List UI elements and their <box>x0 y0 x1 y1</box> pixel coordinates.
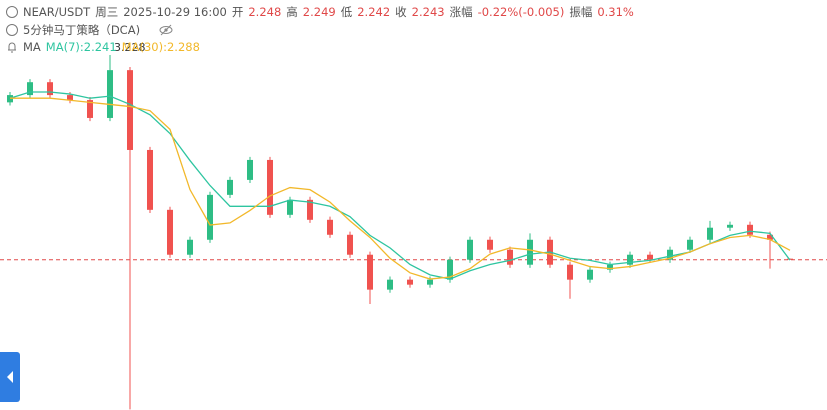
candle-body <box>407 279 413 285</box>
candle-body <box>487 239 493 250</box>
legend-value: 2.241 <box>83 40 117 54</box>
bell-icon[interactable] <box>6 41 18 53</box>
candle-body <box>727 224 733 228</box>
indicator-row: MA MA(7):2.241 MA(30):2.288 <box>6 40 200 54</box>
high-value: 2.249 <box>302 5 336 19</box>
candle-body <box>627 254 633 265</box>
high-annotation: 3.228 <box>114 41 146 54</box>
candle-body <box>667 249 673 260</box>
candle-body <box>447 259 453 280</box>
strategy-name[interactable]: 5分钟马丁策略（DCA) <box>23 23 141 37</box>
legend-name: MA(30): <box>121 40 167 54</box>
candle-body <box>427 279 433 285</box>
hide-icon[interactable] <box>159 24 173 36</box>
candle-body <box>687 239 693 250</box>
candle-body <box>327 219 333 235</box>
candle-body <box>527 239 533 265</box>
candle-body <box>367 254 373 290</box>
candle-body <box>127 70 133 150</box>
ma-line <box>10 97 791 280</box>
candle-body <box>307 199 313 220</box>
ohlc-header: NEAR/USDT 周三 2025-10-29 16:00 开 2.248 高 … <box>6 4 634 20</box>
weekday: 周三 <box>95 5 119 19</box>
strategy-row: 5分钟马丁策略（DCA) <box>6 22 173 38</box>
datetime: 2025-10-29 16:00 <box>123 5 227 19</box>
close-label: 收 <box>395 5 407 19</box>
collapse-icon[interactable] <box>6 6 18 18</box>
low-label: 低 <box>340 5 353 19</box>
candle-body <box>107 70 113 118</box>
candle-body <box>767 234 773 240</box>
close-value: 2.243 <box>411 5 445 19</box>
legend-name: MA(7): <box>45 40 84 54</box>
candle-body <box>607 264 613 270</box>
candle-body <box>467 239 473 260</box>
candle-body <box>147 149 153 210</box>
candle-body <box>267 159 273 215</box>
candle-body <box>167 209 173 255</box>
amplitude-value: 0.31% <box>597 5 634 19</box>
candle-body <box>747 224 753 235</box>
candle-body <box>227 179 233 195</box>
candle-body <box>247 159 253 180</box>
ma-line <box>9 91 791 280</box>
collapse-icon[interactable] <box>6 24 18 36</box>
panel-toggle[interactable] <box>0 352 20 402</box>
amplitude-label: 振幅 <box>569 5 593 19</box>
candle-body <box>387 279 393 290</box>
candle-body <box>647 254 653 260</box>
ma7-legend: MA(7):2.241 <box>46 40 117 54</box>
candle-body <box>507 249 513 265</box>
candle-body <box>87 100 93 118</box>
change-label: 涨幅 <box>449 5 473 19</box>
open-label: 开 <box>231 5 244 19</box>
candle-body <box>567 264 573 280</box>
symbol: NEAR/USDT <box>23 5 91 19</box>
legend-value: 2.288 <box>166 40 200 54</box>
candle-body <box>27 82 33 96</box>
open-value: 2.248 <box>248 5 282 19</box>
candle-body <box>707 227 713 240</box>
candle-body <box>47 82 53 96</box>
candle-body <box>287 199 293 215</box>
candle-body <box>187 239 193 255</box>
arrow-icon <box>7 371 13 383</box>
candle-body <box>67 95 73 101</box>
candle-body <box>347 234 353 255</box>
indicator-name: MA <box>23 40 41 54</box>
candle-body <box>587 269 593 280</box>
change-value: -0.22%(-0.005) <box>477 5 565 19</box>
ma30-legend: MA(30):2.288 <box>122 40 200 54</box>
low-value: 2.242 <box>357 5 391 19</box>
high-label: 高 <box>286 5 298 19</box>
candle-body <box>207 194 213 240</box>
